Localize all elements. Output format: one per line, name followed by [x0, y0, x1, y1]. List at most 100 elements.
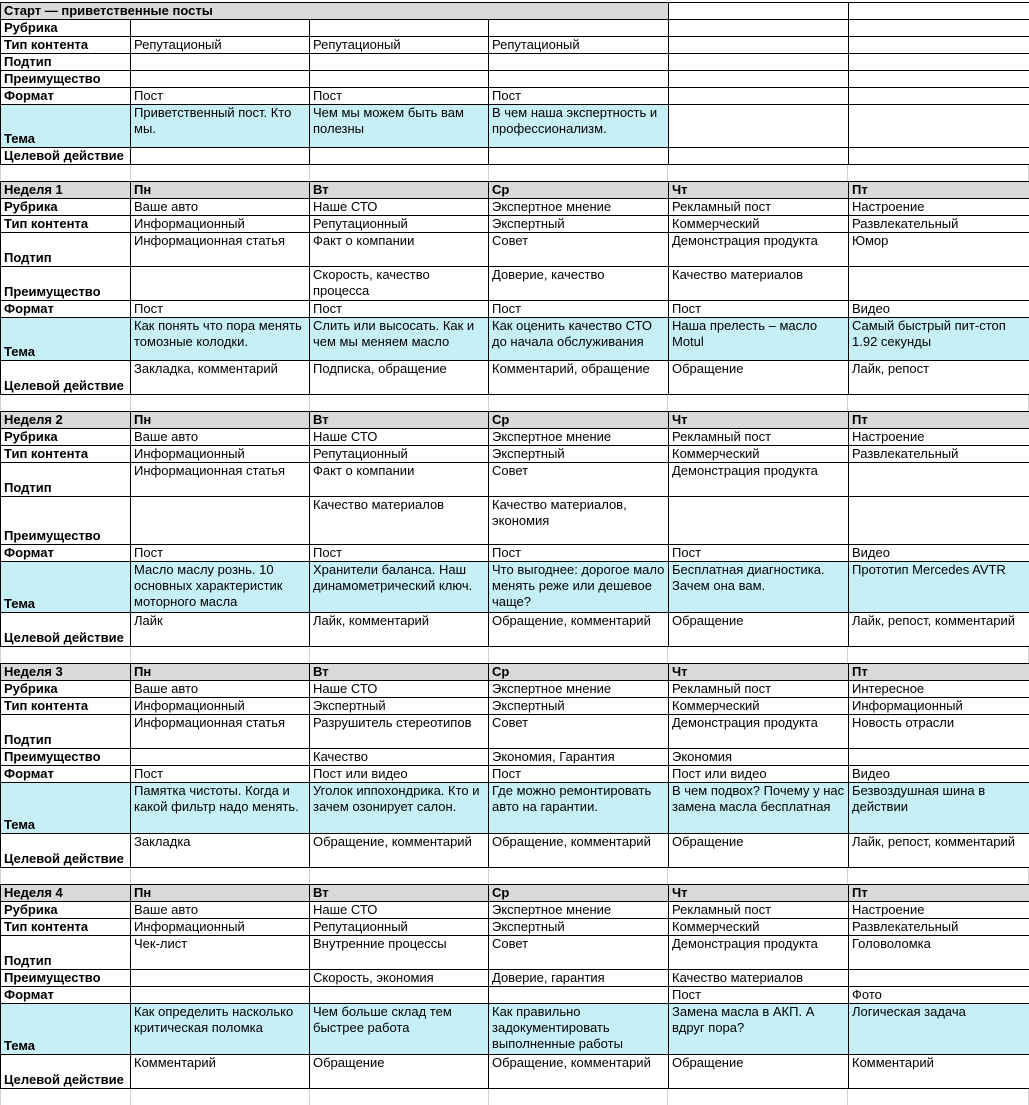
- row-label[interactable]: Тип контента: [1, 919, 131, 936]
- data-cell[interactable]: [849, 105, 1029, 148]
- section-title[interactable]: Неделя 2: [1, 412, 131, 429]
- data-cell[interactable]: Рекламный пост: [669, 429, 849, 446]
- data-cell[interactable]: [131, 54, 310, 71]
- data-cell[interactable]: В чем наша экспертность и профессионализ…: [489, 105, 669, 148]
- data-cell[interactable]: Обращение: [669, 613, 849, 647]
- data-cell[interactable]: Экспертный: [489, 446, 669, 463]
- data-cell[interactable]: Рекламный пост: [669, 902, 849, 919]
- data-cell[interactable]: Доверие, качество: [489, 267, 669, 301]
- data-cell[interactable]: Обращение, комментарий: [310, 834, 489, 868]
- empty-header-cell[interactable]: [849, 3, 1029, 20]
- data-cell[interactable]: [131, 71, 310, 88]
- data-cell[interactable]: Информационная статья: [131, 233, 310, 267]
- data-cell[interactable]: Пост: [131, 301, 310, 318]
- data-cell[interactable]: Как понять что пора менять томозные коло…: [131, 318, 310, 361]
- data-cell[interactable]: [669, 37, 849, 54]
- data-cell[interactable]: В чем подвох? Почему у нас замена масла …: [669, 783, 849, 834]
- row-label[interactable]: Тип контента: [1, 446, 131, 463]
- data-cell[interactable]: Рекламный пост: [669, 681, 849, 698]
- data-cell[interactable]: [310, 54, 489, 71]
- data-cell[interactable]: Рекламный пост: [669, 199, 849, 216]
- data-cell[interactable]: [849, 37, 1029, 54]
- data-cell[interactable]: Экспертный: [489, 919, 669, 936]
- data-cell[interactable]: Комментарий, обращение: [489, 361, 669, 395]
- data-cell[interactable]: [849, 20, 1029, 37]
- day-header[interactable]: Ср: [489, 182, 669, 199]
- data-cell[interactable]: Лайк, репост, комментарий: [849, 613, 1029, 647]
- data-cell[interactable]: Как правильно задокументировать выполнен…: [489, 1004, 669, 1055]
- data-cell[interactable]: [489, 987, 669, 1004]
- data-cell[interactable]: Информационная статья: [131, 715, 310, 749]
- data-cell[interactable]: Подписка, обращение: [310, 361, 489, 395]
- data-cell[interactable]: Наше СТО: [310, 429, 489, 446]
- data-cell[interactable]: Комментарий: [849, 1055, 1029, 1089]
- row-label[interactable]: Преимущество: [1, 267, 131, 301]
- data-cell[interactable]: Лайк, репост: [849, 361, 1029, 395]
- data-cell[interactable]: Чек-лист: [131, 936, 310, 970]
- data-cell[interactable]: [131, 148, 310, 165]
- data-cell[interactable]: Демонстрация продукта: [669, 233, 849, 267]
- data-cell[interactable]: Экономия, Гарантия: [489, 749, 669, 766]
- row-label[interactable]: Преимущество: [1, 749, 131, 766]
- day-header[interactable]: Пт: [849, 412, 1029, 429]
- data-cell[interactable]: Самый быстрый пит-стоп 1.92 секунды: [849, 318, 1029, 361]
- data-cell[interactable]: Информационный: [849, 698, 1029, 715]
- day-header[interactable]: Пт: [849, 885, 1029, 902]
- data-cell[interactable]: Обращение, комментарий: [489, 1055, 669, 1089]
- day-header[interactable]: Пт: [849, 182, 1029, 199]
- data-cell[interactable]: [669, 20, 849, 37]
- data-cell[interactable]: Совет: [489, 936, 669, 970]
- data-cell[interactable]: Ваше авто: [131, 681, 310, 698]
- day-header[interactable]: Вт: [310, 182, 489, 199]
- data-cell[interactable]: [849, 88, 1029, 105]
- data-cell[interactable]: [669, 105, 849, 148]
- data-cell[interactable]: [131, 267, 310, 301]
- row-label[interactable]: Целевой действие: [1, 361, 131, 395]
- data-cell[interactable]: Лайк: [131, 613, 310, 647]
- section-title[interactable]: Неделя 3: [1, 664, 131, 681]
- data-cell[interactable]: [489, 54, 669, 71]
- day-header[interactable]: Пн: [131, 412, 310, 429]
- data-cell[interactable]: Пост: [489, 88, 669, 105]
- section-title[interactable]: Старт — приветственные посты: [1, 3, 669, 20]
- data-cell[interactable]: Видео: [849, 301, 1029, 318]
- data-cell[interactable]: Пост: [669, 545, 849, 562]
- data-cell[interactable]: Внутренние процессы: [310, 936, 489, 970]
- data-cell[interactable]: Пост: [489, 545, 669, 562]
- data-cell[interactable]: Информационный: [131, 216, 310, 233]
- day-header[interactable]: Пн: [131, 885, 310, 902]
- row-label[interactable]: Преимущество: [1, 71, 131, 88]
- data-cell[interactable]: [849, 54, 1029, 71]
- data-cell[interactable]: Скорость, качество процесса: [310, 267, 489, 301]
- data-cell[interactable]: Демонстрация продукта: [669, 463, 849, 497]
- data-cell[interactable]: Юмор: [849, 233, 1029, 267]
- data-cell[interactable]: [131, 20, 310, 37]
- data-cell[interactable]: Информационный: [131, 919, 310, 936]
- data-cell[interactable]: Экспертный: [489, 216, 669, 233]
- row-label[interactable]: Формат: [1, 545, 131, 562]
- data-cell[interactable]: Головоломка: [849, 936, 1029, 970]
- data-cell[interactable]: Факт о компании: [310, 233, 489, 267]
- data-cell[interactable]: [669, 497, 849, 545]
- data-cell[interactable]: [489, 71, 669, 88]
- row-label[interactable]: Тип контента: [1, 216, 131, 233]
- data-cell[interactable]: [131, 497, 310, 545]
- data-cell[interactable]: [131, 749, 310, 766]
- data-cell[interactable]: Репутационный: [310, 446, 489, 463]
- data-cell[interactable]: Информационная статья: [131, 463, 310, 497]
- data-cell[interactable]: [131, 970, 310, 987]
- data-cell[interactable]: Пост: [131, 545, 310, 562]
- row-label[interactable]: Тема: [1, 562, 131, 613]
- row-label[interactable]: Рубрика: [1, 902, 131, 919]
- data-cell[interactable]: Ваше авто: [131, 429, 310, 446]
- data-cell[interactable]: Обращение: [669, 1055, 849, 1089]
- data-cell[interactable]: Интересное: [849, 681, 1029, 698]
- day-header[interactable]: Пн: [131, 182, 310, 199]
- data-cell[interactable]: Масло маслу рознь. 10 основных характери…: [131, 562, 310, 613]
- data-cell[interactable]: Экспертное мнение: [489, 199, 669, 216]
- data-cell[interactable]: Пост: [310, 88, 489, 105]
- day-header[interactable]: Вт: [310, 412, 489, 429]
- data-cell[interactable]: [669, 71, 849, 88]
- data-cell[interactable]: Репутационый: [489, 37, 669, 54]
- data-cell[interactable]: Ваше авто: [131, 902, 310, 919]
